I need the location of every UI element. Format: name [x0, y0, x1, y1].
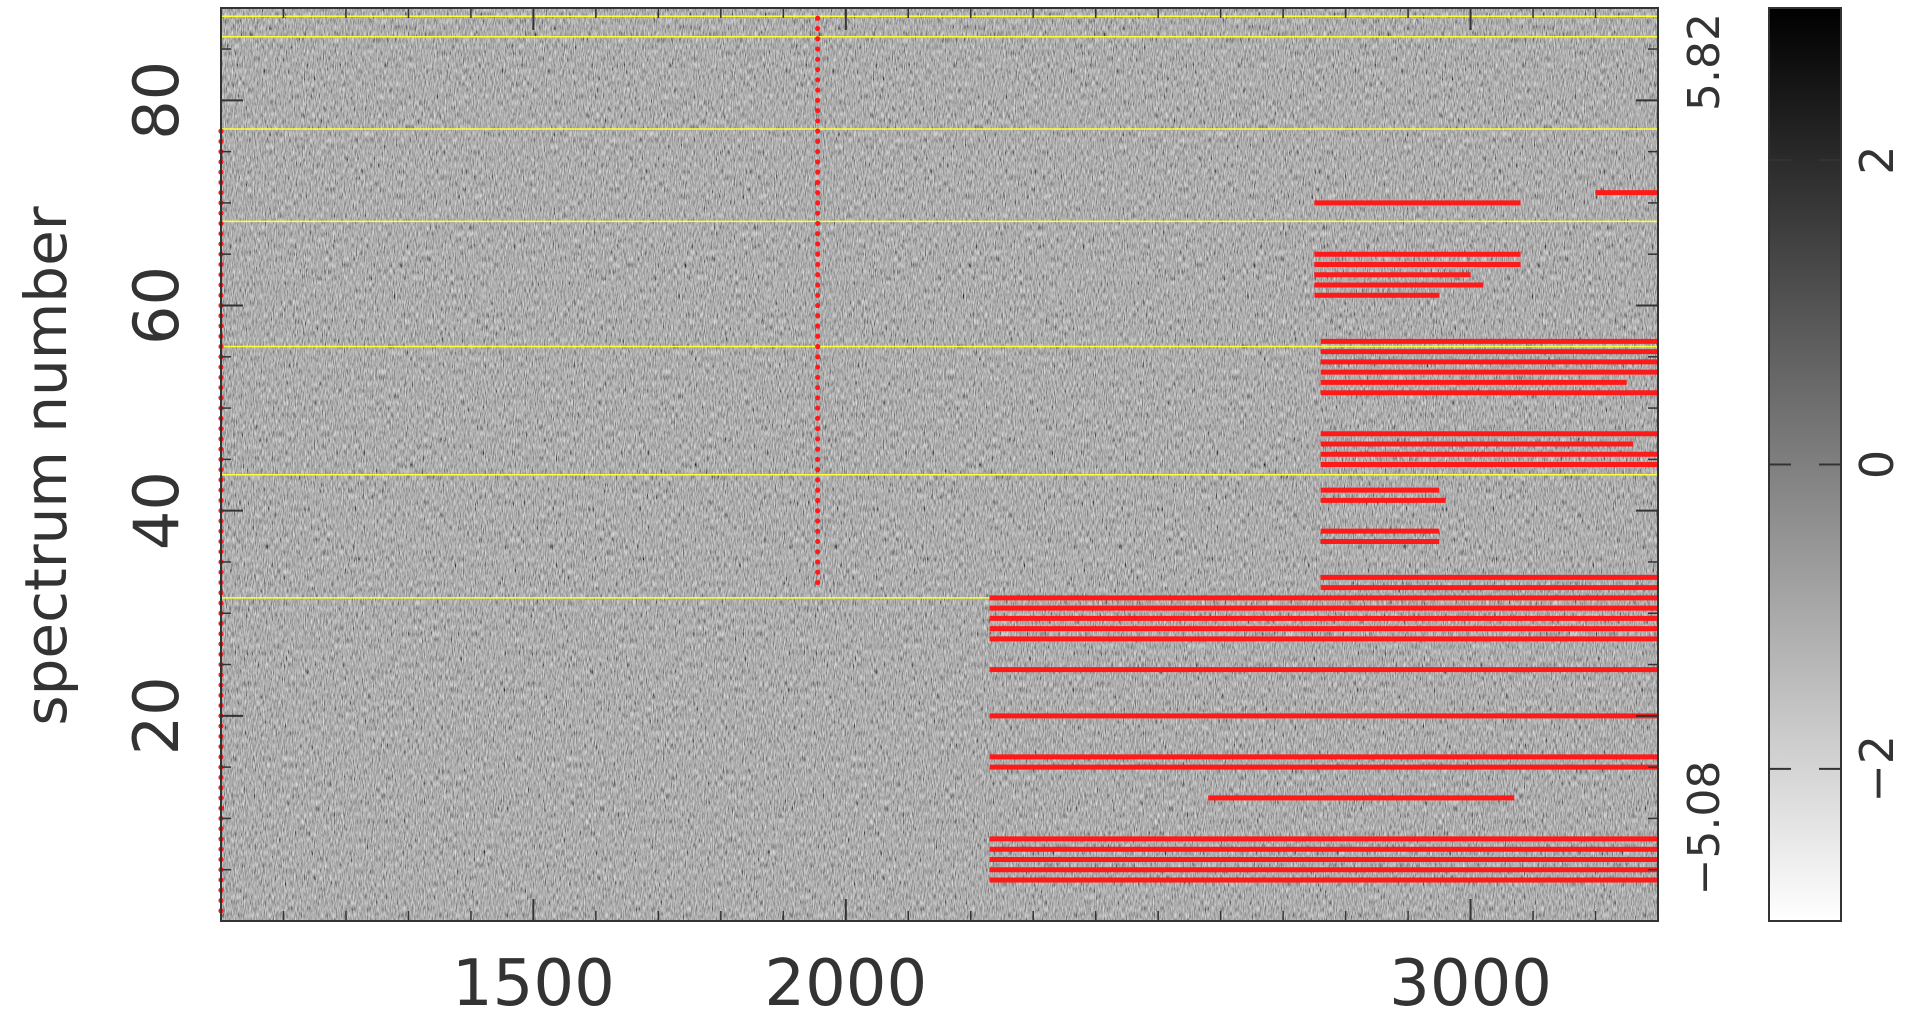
mask-dot — [815, 66, 821, 73]
mask-dot — [815, 292, 821, 298]
range-min-label: −5.08 — [1679, 761, 1730, 896]
mask-dot — [815, 354, 821, 360]
mask-dot — [815, 313, 821, 319]
range-max-label: 5.82 — [1679, 13, 1730, 111]
mask-dot — [815, 128, 821, 134]
mask-dot — [815, 559, 821, 565]
mask-dot — [815, 169, 821, 175]
y-tick-label: 60 — [120, 266, 193, 345]
mask-dot — [815, 220, 821, 227]
mask-dot — [815, 302, 821, 309]
colorbar-tick-label: 0 — [1850, 450, 1904, 479]
mask-dot — [815, 159, 821, 165]
mask-dot — [815, 210, 821, 216]
mask-dot — [815, 395, 821, 401]
mask-dot — [815, 282, 821, 288]
mask-dot — [815, 261, 821, 268]
mask-dot — [815, 333, 821, 339]
mask-dot — [815, 149, 821, 155]
y-axis-ticks: 20 40 60 80 — [120, 48, 1658, 871]
mask-dot — [815, 436, 821, 442]
x-tick-label: 1500 — [452, 947, 615, 1018]
mask-dot — [815, 415, 821, 421]
x-tick-label: 2000 — [764, 947, 927, 1018]
x-tick-label: 3000 — [1389, 947, 1552, 1018]
mask-dot — [815, 231, 821, 237]
mask-dot — [815, 200, 821, 206]
mask-dot — [815, 364, 821, 370]
mask-dot — [815, 25, 821, 32]
mask-dot — [815, 477, 821, 483]
mask-dot — [815, 241, 821, 247]
mask-dot — [815, 487, 821, 493]
mask-dot — [815, 518, 821, 524]
mask-dot — [815, 538, 821, 545]
colorbar-ticks: −2 0 2 — [1769, 146, 1904, 803]
mask-dot — [815, 272, 821, 278]
mask-dot — [815, 56, 821, 62]
mask-dot — [815, 528, 821, 534]
x-axis-ticks: 1500 2000 3000 — [282, 8, 1597, 1018]
mask-dot — [815, 46, 821, 52]
mask-dot — [815, 118, 821, 124]
mask-dot — [815, 508, 821, 514]
mask-dot — [815, 446, 821, 452]
mask-dot — [815, 579, 821, 586]
separator-lines — [221, 15, 1658, 599]
mask-dot — [815, 497, 821, 504]
mask-dot — [815, 456, 821, 462]
mask-dot — [815, 87, 821, 93]
plot-frame — [220, 7, 1659, 922]
y-tick-label: 80 — [120, 61, 193, 140]
mask-dot — [815, 36, 821, 42]
colorbar-tick-label: 2 — [1850, 146, 1904, 175]
mask-dot — [815, 569, 821, 575]
mask-dot — [815, 405, 821, 411]
colorbar: −2 0 2 — [1768, 7, 1904, 922]
mask-dot — [815, 343, 821, 350]
mask-dot — [815, 15, 821, 21]
mask-dot — [815, 97, 821, 103]
mask-dot — [815, 190, 821, 196]
mask-dot — [815, 77, 821, 83]
mask-dot — [815, 323, 821, 329]
mask-dot — [815, 467, 821, 473]
mask-dot — [815, 549, 821, 555]
mask-dot — [815, 425, 821, 432]
mask-dot — [815, 384, 821, 391]
mask-dot — [815, 374, 821, 380]
y-tick-label: 40 — [120, 471, 193, 550]
y-tick-label: 20 — [120, 676, 193, 755]
colorbar-tick-label: −2 — [1850, 735, 1904, 803]
mask-dot — [815, 107, 821, 114]
y-axis-title: spectrum number — [12, 206, 80, 725]
mask-dot — [815, 179, 821, 185]
mask-dot — [815, 138, 821, 144]
mask-dot — [815, 251, 821, 257]
